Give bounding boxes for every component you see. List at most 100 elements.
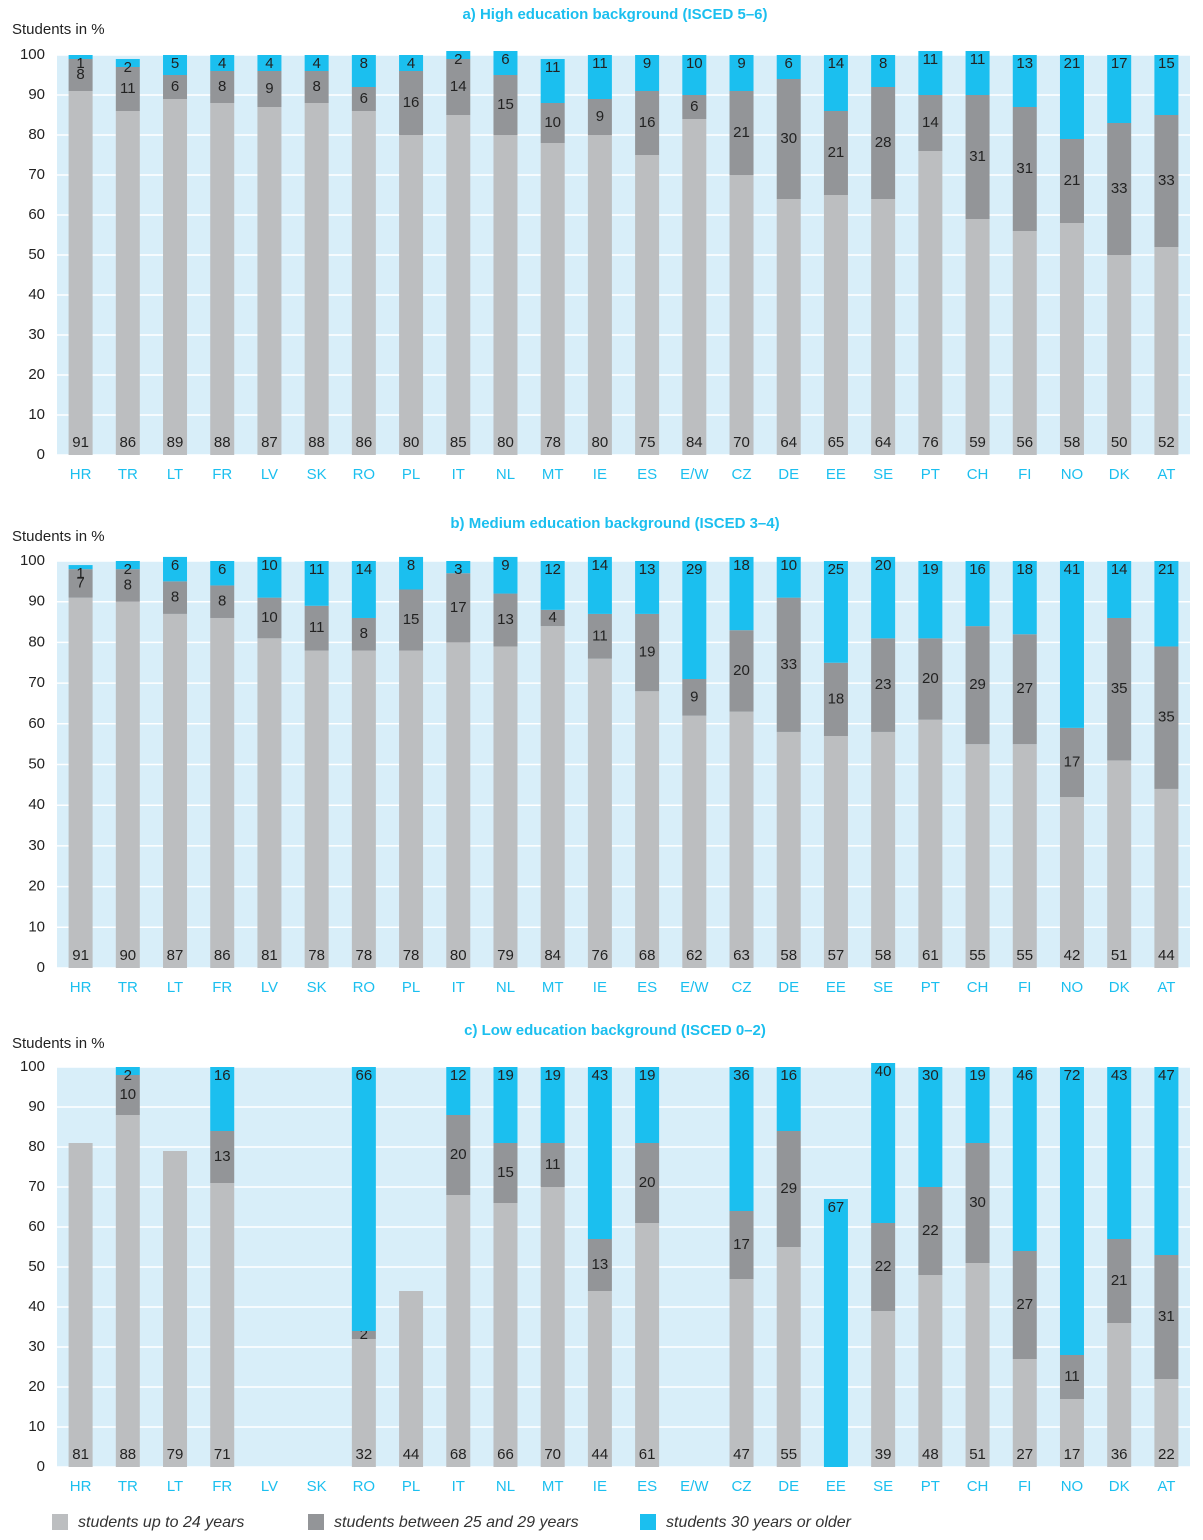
data-label: 62 — [686, 947, 703, 964]
data-label: 40 — [875, 1063, 892, 1080]
bar-segment — [587, 1239, 612, 1291]
bar-segment — [493, 1067, 518, 1143]
data-label: 88 — [214, 434, 231, 451]
bar-segment — [918, 1275, 943, 1467]
data-label: 22 — [1158, 1446, 1175, 1463]
y-tick-label: 90 — [28, 86, 45, 103]
data-label: 43 — [592, 1067, 609, 1084]
data-label: 78 — [356, 947, 373, 964]
y-tick-label: 20 — [28, 878, 45, 895]
data-label: 22 — [922, 1222, 939, 1239]
x-tick-label: E/W — [680, 466, 709, 483]
y-tick-label: 50 — [28, 246, 45, 263]
x-tick-label: DK — [1109, 1478, 1130, 1495]
bar-segment — [1154, 561, 1179, 647]
data-label: 11 — [592, 627, 608, 644]
data-label: 9 — [596, 108, 604, 125]
bar-segment — [1059, 55, 1084, 139]
data-label: 87 — [167, 947, 184, 964]
data-label: 15 — [497, 96, 514, 113]
data-label: 17 — [733, 1236, 750, 1253]
x-tick-label: CH — [967, 979, 989, 996]
bar-segment — [587, 55, 612, 99]
bar-segment — [540, 1187, 565, 1467]
x-tick-label: LV — [261, 466, 278, 483]
y-tick-label: 70 — [28, 674, 45, 691]
bar-segment — [399, 55, 424, 71]
x-tick-label: HR — [70, 466, 92, 483]
data-label: 39 — [875, 1446, 892, 1463]
x-tick-label: FR — [212, 979, 232, 996]
y-tick-label: 40 — [28, 286, 45, 303]
data-label: 65 — [828, 434, 845, 451]
data-label: 78 — [308, 947, 325, 964]
bar-segment — [1012, 634, 1037, 745]
data-label: 15 — [497, 1164, 514, 1181]
bar-segment — [965, 51, 990, 95]
x-tick-label: DK — [1109, 979, 1130, 996]
bar-segment — [68, 565, 93, 570]
data-label: 14 — [450, 78, 467, 95]
bar-segment — [871, 731, 896, 968]
data-label: 17 — [1064, 753, 1081, 770]
bar-segment — [1012, 231, 1037, 455]
bar-segment — [587, 556, 612, 614]
data-label: 87 — [261, 434, 278, 451]
data-label: 2 — [454, 51, 462, 68]
bar-segment — [68, 59, 93, 91]
chart-title: a) High education background (ISCED 5–6) — [462, 6, 767, 23]
bar-segment — [257, 597, 282, 639]
data-label: 14 — [828, 55, 845, 72]
bar-segment — [1012, 107, 1037, 231]
bar-segment — [493, 556, 518, 594]
data-label: 19 — [639, 644, 656, 661]
y-tick-label: 0 — [37, 1458, 45, 1475]
bar-segment — [163, 556, 188, 582]
data-label: 4 — [312, 55, 320, 72]
bar-segment — [1154, 788, 1179, 968]
data-label: 11 — [592, 55, 608, 72]
bar-segment — [1154, 1379, 1179, 1467]
bar-segment — [399, 650, 424, 968]
y-tick-label: 10 — [28, 406, 45, 423]
bar-segment — [1059, 1355, 1084, 1399]
bar-segment — [918, 1067, 943, 1187]
x-tick-label: IE — [593, 466, 607, 483]
data-label: 12 — [544, 561, 561, 578]
bar-segment — [635, 613, 660, 692]
x-tick-label: AT — [1157, 979, 1175, 996]
bar-segment — [399, 135, 424, 455]
data-label: 36 — [733, 1067, 750, 1084]
bar-segment — [210, 103, 235, 455]
y-tick-label: 20 — [28, 366, 45, 383]
bar-segment — [540, 561, 565, 610]
data-label: 14 — [922, 114, 939, 131]
bar-segment — [918, 719, 943, 968]
bar-segment — [68, 569, 93, 598]
data-label: 33 — [1158, 172, 1175, 189]
data-label: 78 — [403, 947, 420, 964]
bar-segment — [304, 561, 329, 606]
x-tick-label: DE — [778, 979, 799, 996]
data-label: 21 — [1064, 172, 1081, 189]
bar-segment — [257, 638, 282, 968]
y-tick-label: 90 — [28, 1098, 45, 1115]
bar-segment — [210, 55, 235, 71]
data-label: 7 — [76, 574, 84, 591]
bar-segment — [115, 67, 140, 111]
data-label: 18 — [733, 557, 750, 574]
bar-segment — [115, 1115, 140, 1467]
data-label: 8 — [312, 78, 320, 95]
bar-segment — [823, 195, 848, 455]
data-label: 29 — [969, 676, 986, 693]
data-label: 58 — [875, 947, 892, 964]
x-tick-label: FR — [212, 466, 232, 483]
data-label: 71 — [214, 1446, 231, 1463]
data-label: 31 — [1158, 1308, 1175, 1325]
x-tick-label: IT — [452, 979, 465, 996]
data-label: 46 — [1016, 1067, 1033, 1084]
data-label: 4 — [407, 55, 415, 72]
bar-segment — [399, 71, 424, 135]
data-label: 13 — [1016, 55, 1033, 72]
x-tick-label: LT — [167, 466, 183, 483]
